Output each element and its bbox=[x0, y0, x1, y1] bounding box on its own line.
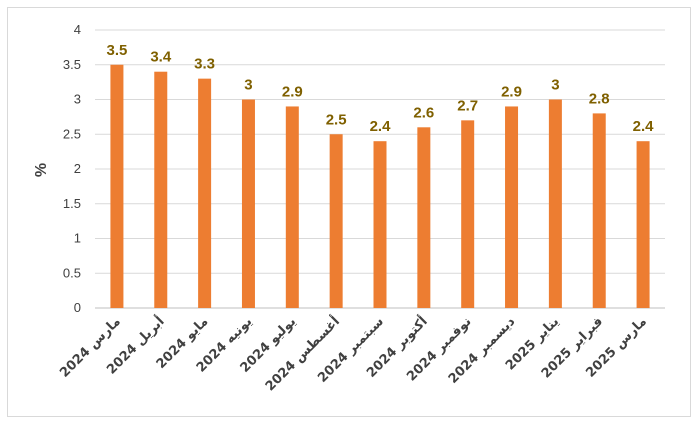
data-label: 2.9 bbox=[282, 83, 303, 100]
bar bbox=[285, 106, 299, 308]
data-label: 3 bbox=[244, 77, 252, 94]
y-tick-label: 0.5 bbox=[63, 265, 81, 280]
bar bbox=[592, 113, 606, 309]
bar bbox=[461, 120, 475, 308]
bar bbox=[110, 64, 124, 308]
y-axis-label: % bbox=[33, 163, 50, 177]
bar bbox=[241, 99, 255, 308]
bar bbox=[417, 127, 431, 308]
data-label: 2.5 bbox=[326, 111, 347, 128]
y-tick-label: 3 bbox=[74, 92, 81, 107]
y-tick-label: 1 bbox=[74, 231, 81, 246]
bar bbox=[636, 141, 650, 308]
bar bbox=[373, 141, 387, 308]
y-tick-label: 1.5 bbox=[63, 196, 81, 211]
y-axis-ticks: 0 0.5 1 1.5 2 2.5 3 3.5 4 bbox=[63, 22, 81, 315]
bar bbox=[548, 99, 562, 308]
y-tick-label: 2.5 bbox=[63, 126, 81, 141]
data-label: 3.3 bbox=[194, 56, 215, 73]
data-label: 2.4 bbox=[633, 118, 655, 135]
y-tick-label: 0 bbox=[74, 300, 81, 315]
data-label: 3 bbox=[551, 77, 559, 94]
data-label: 2.9 bbox=[501, 83, 522, 100]
gridlines bbox=[95, 29, 665, 309]
data-label: 2.6 bbox=[413, 104, 434, 121]
data-label: 2.7 bbox=[457, 97, 478, 114]
bar bbox=[505, 106, 519, 308]
y-tick-label: 4 bbox=[74, 22, 81, 37]
data-label: 2.8 bbox=[589, 90, 610, 107]
data-label: 2.4 bbox=[370, 118, 392, 135]
y-tick-label: 2 bbox=[74, 161, 81, 176]
bar bbox=[329, 134, 343, 308]
data-label: 3.5 bbox=[106, 42, 127, 59]
data-label: 3.4 bbox=[150, 49, 172, 66]
y-tick-label: 3.5 bbox=[63, 57, 81, 72]
data-labels: 3.5 3.4 3.3 3 2.9 2.5 2.4 2.6 2.7 2.9 3 2.8 2.4 bbox=[106, 42, 654, 135]
x-tick-label: أغسطس 2024 bbox=[261, 313, 343, 395]
bar bbox=[198, 78, 212, 309]
bars bbox=[110, 64, 650, 309]
bar bbox=[154, 71, 168, 308]
